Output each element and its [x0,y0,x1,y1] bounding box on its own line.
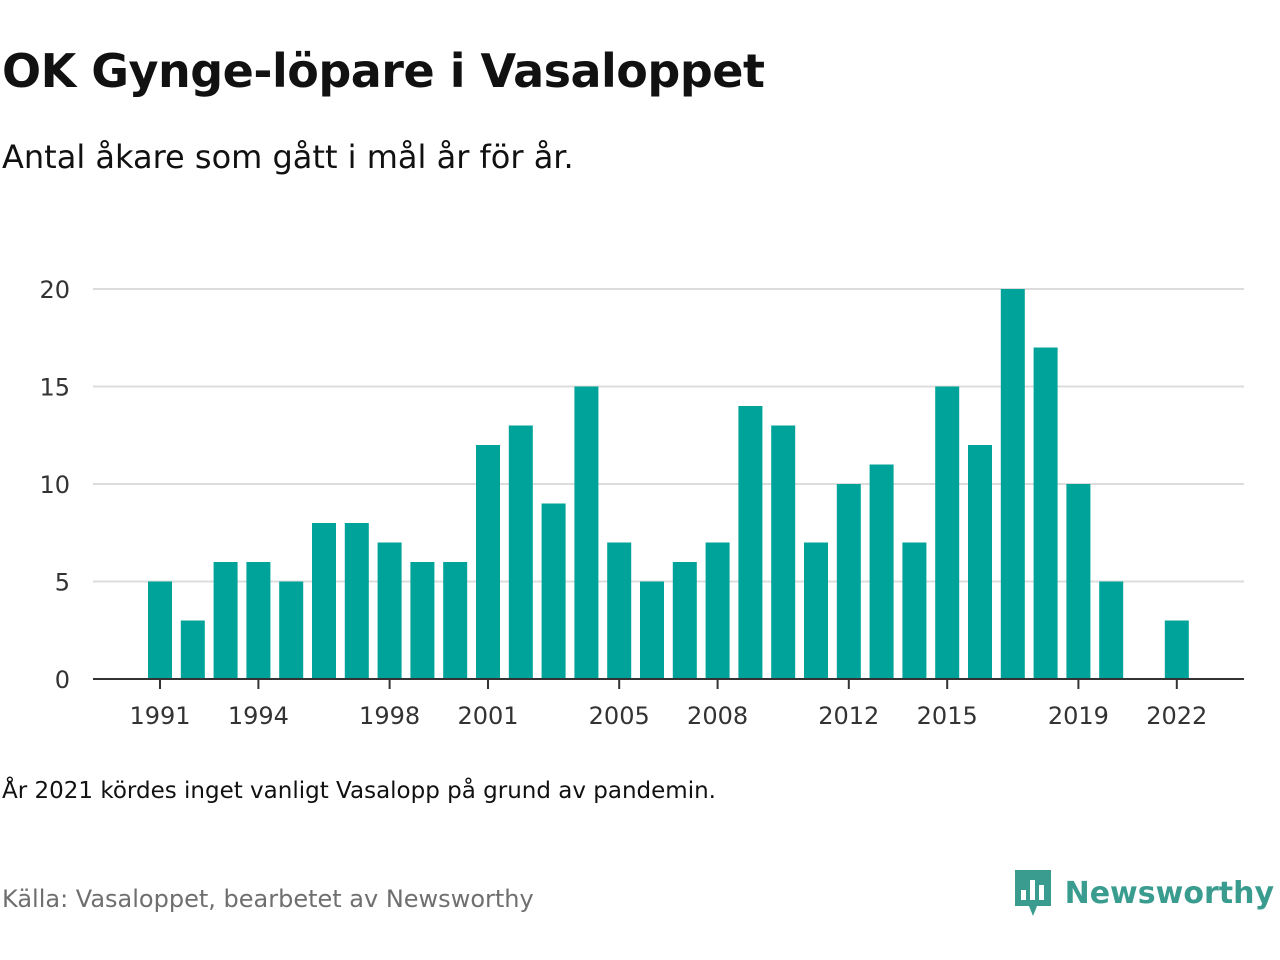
bar [968,445,992,679]
x-tick-label: 2012 [818,702,879,730]
x-tick-label: 2022 [1146,702,1207,730]
bar [640,581,664,679]
bar [508,425,533,679]
newsworthy-logo-icon [1014,870,1051,916]
bar [148,581,172,679]
bar [607,542,632,679]
bar [377,542,402,679]
bar [869,464,894,679]
x-axis-tick-labels: 1991 1994 1998 2001 2005 2008 2012 2015 2019 2022 [129,702,1207,730]
y-tick-label: 0 [55,666,70,694]
bar [1033,347,1058,679]
bar [1099,581,1124,679]
bar [476,445,500,679]
x-tick-label: 2001 [457,702,518,730]
brand-logo[interactable]: Newsworthy [1013,868,1274,918]
bar [443,562,468,679]
y-tick-label: 15 [39,374,70,402]
x-tick-label: 1998 [359,702,420,730]
bar [836,484,861,679]
bar [738,406,763,679]
bar [705,542,730,679]
x-axis [93,678,1244,689]
bar [1164,620,1189,679]
source-credit: Källa: Vasaloppet, bearbetet av Newswort… [2,885,534,913]
bar [213,562,238,679]
bar [312,523,336,679]
y-axis-tick-labels: 0 5 10 15 20 [39,276,70,694]
y-tick-label: 20 [39,276,70,304]
x-tick-label: 2008 [687,702,748,730]
bar [804,542,828,679]
x-tick-label: 2015 [917,702,978,730]
x-tick-label: 2005 [589,702,650,730]
y-tick-label: 5 [55,569,70,597]
bar [279,581,304,679]
footnote: År 2021 kördes inget vanligt Vasalopp på… [2,778,716,804]
bars [148,289,1189,679]
bar [1000,289,1025,679]
bar [410,562,435,679]
chart-subtitle: Antal åkare som gått i mål år för år. [2,138,574,176]
bar-chart: 0 5 10 15 20 1991 1994 1998 2001 2005 2008 2012 201… [39,276,1244,730]
bar [1066,484,1091,679]
bar [541,503,566,679]
bar [344,523,369,679]
y-tick-label: 10 [39,471,70,499]
bar [574,386,599,679]
bar [246,562,271,679]
bar [935,386,960,679]
bar [771,425,796,679]
bar [180,620,205,679]
bar [672,562,697,679]
x-tick-label: 2019 [1048,702,1109,730]
x-tick-label: 1994 [228,702,289,730]
bar [902,542,927,679]
chart-title: OK Gynge-löpare i Vasaloppet [2,44,765,98]
x-tick-label: 1991 [129,702,190,730]
brand-name: Newsworthy [1064,875,1274,911]
